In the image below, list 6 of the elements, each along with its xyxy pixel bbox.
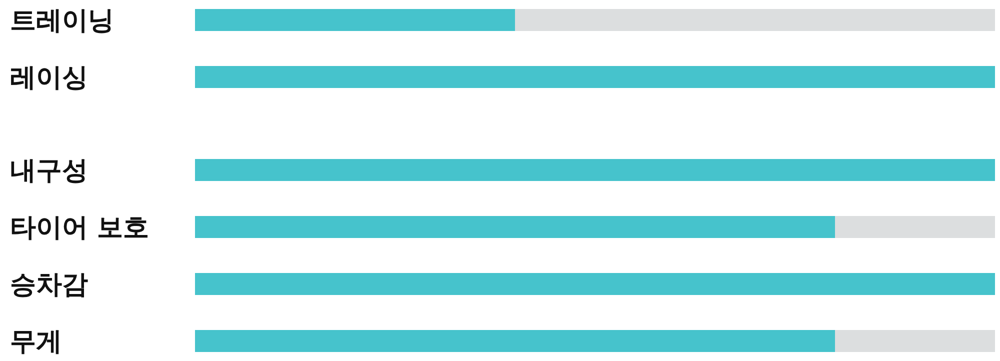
y-tick-label: 내구성 (10, 156, 88, 186)
y-tick-label: 레이싱 (10, 63, 88, 93)
y-tick-label: 타이어 보호 (10, 213, 150, 243)
y-tick-label: 무게 (10, 327, 62, 357)
y-tick-label: 승차감 (10, 270, 88, 300)
y-tick-label: 트레이닝 (10, 6, 114, 36)
